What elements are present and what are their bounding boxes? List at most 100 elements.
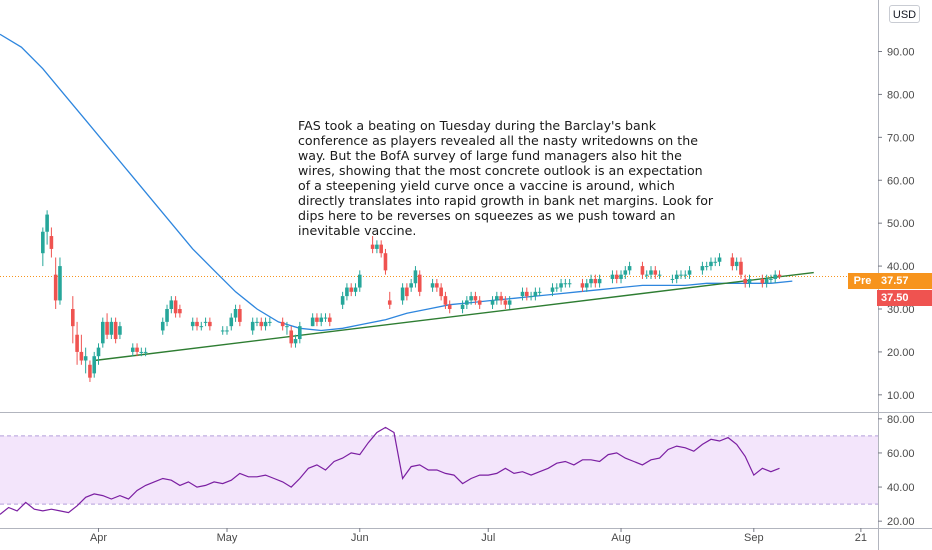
candle-body: [687, 270, 692, 275]
candle: [83, 347, 88, 374]
candle: [375, 240, 379, 254]
candle-body: [529, 296, 533, 298]
candle: [58, 257, 62, 305]
candle-body: [670, 278, 675, 280]
candle-body: [345, 287, 349, 297]
candle-body: [100, 321, 105, 344]
candle: [443, 291, 448, 309]
candle: [764, 274, 769, 288]
candle-body: [96, 347, 101, 357]
candle: [405, 283, 409, 301]
rsi-band: [0, 435, 878, 505]
candle: [623, 266, 628, 279]
candle: [357, 270, 362, 292]
candle: [178, 304, 182, 318]
candle-body: [499, 296, 503, 301]
candle: [130, 343, 135, 357]
candle: [105, 313, 109, 340]
candle-body: [503, 300, 508, 305]
candle: [525, 287, 529, 301]
rsi-pane: [0, 426, 878, 515]
candle-body: [713, 261, 718, 263]
candle: [400, 283, 405, 305]
rsi-tick-label: 80.00: [887, 414, 915, 426]
candle: [580, 278, 585, 292]
candle-body: [627, 266, 632, 271]
candle: [503, 296, 508, 309]
price-tick-label: 50.00: [887, 218, 915, 230]
candle: [507, 296, 512, 309]
candle-body: [495, 296, 499, 301]
candle-body: [469, 296, 473, 301]
candle-body: [439, 287, 443, 297]
candle: [88, 360, 92, 382]
candle-body: [315, 317, 319, 322]
candle: [268, 317, 272, 327]
candle-body: [709, 261, 713, 267]
candle: [220, 326, 225, 335]
candle: [233, 304, 238, 322]
moving-average-line: [0, 33, 793, 332]
candle: [777, 270, 782, 279]
candle: [75, 321, 79, 365]
candle-body: [465, 300, 469, 305]
candle: [327, 313, 332, 327]
candle-body: [113, 321, 118, 340]
candle: [383, 248, 388, 275]
candle: [465, 296, 469, 309]
candle: [238, 304, 242, 327]
candle-body: [563, 283, 568, 285]
candle-body: [340, 296, 345, 305]
candle-body: [773, 274, 778, 279]
candle: [71, 296, 75, 344]
candle: [225, 326, 229, 335]
candle: [139, 347, 144, 357]
candle-body: [49, 236, 54, 249]
candle-body: [353, 287, 358, 292]
date-tick-label: Jun: [351, 532, 369, 544]
candle: [713, 257, 718, 267]
candle-body: [263, 321, 268, 327]
candle: [447, 300, 452, 314]
candle-body: [769, 278, 773, 280]
analysis-note: FAS took a beating on Tuesday during the…: [298, 118, 714, 238]
candle: [353, 283, 358, 297]
candle: [229, 313, 234, 331]
candle: [263, 317, 268, 331]
candle: [100, 317, 105, 348]
price-tick-label: 40.00: [887, 261, 915, 273]
candle: [683, 270, 688, 279]
price-tick-label: 80.00: [887, 89, 915, 101]
candle: [709, 257, 713, 271]
candle-body: [525, 291, 529, 297]
candle: [379, 240, 383, 258]
candle-body: [105, 321, 109, 335]
candle: [113, 317, 118, 344]
candle-body: [739, 261, 743, 275]
candle-body: [760, 278, 765, 284]
candle: [165, 304, 169, 327]
candle-body: [644, 274, 649, 276]
candle: [203, 317, 208, 327]
candle-body: [229, 317, 234, 327]
candle: [310, 313, 315, 327]
rsi-line: [0, 426, 780, 515]
candle-body: [619, 274, 623, 279]
candle: [387, 291, 392, 309]
candle: [280, 317, 285, 331]
candle-body: [92, 356, 97, 374]
candle-body: [58, 266, 62, 301]
candle-body: [653, 270, 658, 275]
candle-body: [657, 274, 662, 276]
candle-body: [490, 300, 495, 305]
currency-selector[interactable]: USD: [889, 5, 920, 23]
candle: [477, 296, 482, 309]
candle-body: [640, 266, 645, 275]
candle-body: [554, 287, 559, 289]
candle-body: [610, 274, 615, 279]
candle: [687, 266, 692, 279]
candle-body: [349, 287, 353, 292]
candle-body: [435, 283, 439, 288]
candle: [653, 266, 658, 279]
